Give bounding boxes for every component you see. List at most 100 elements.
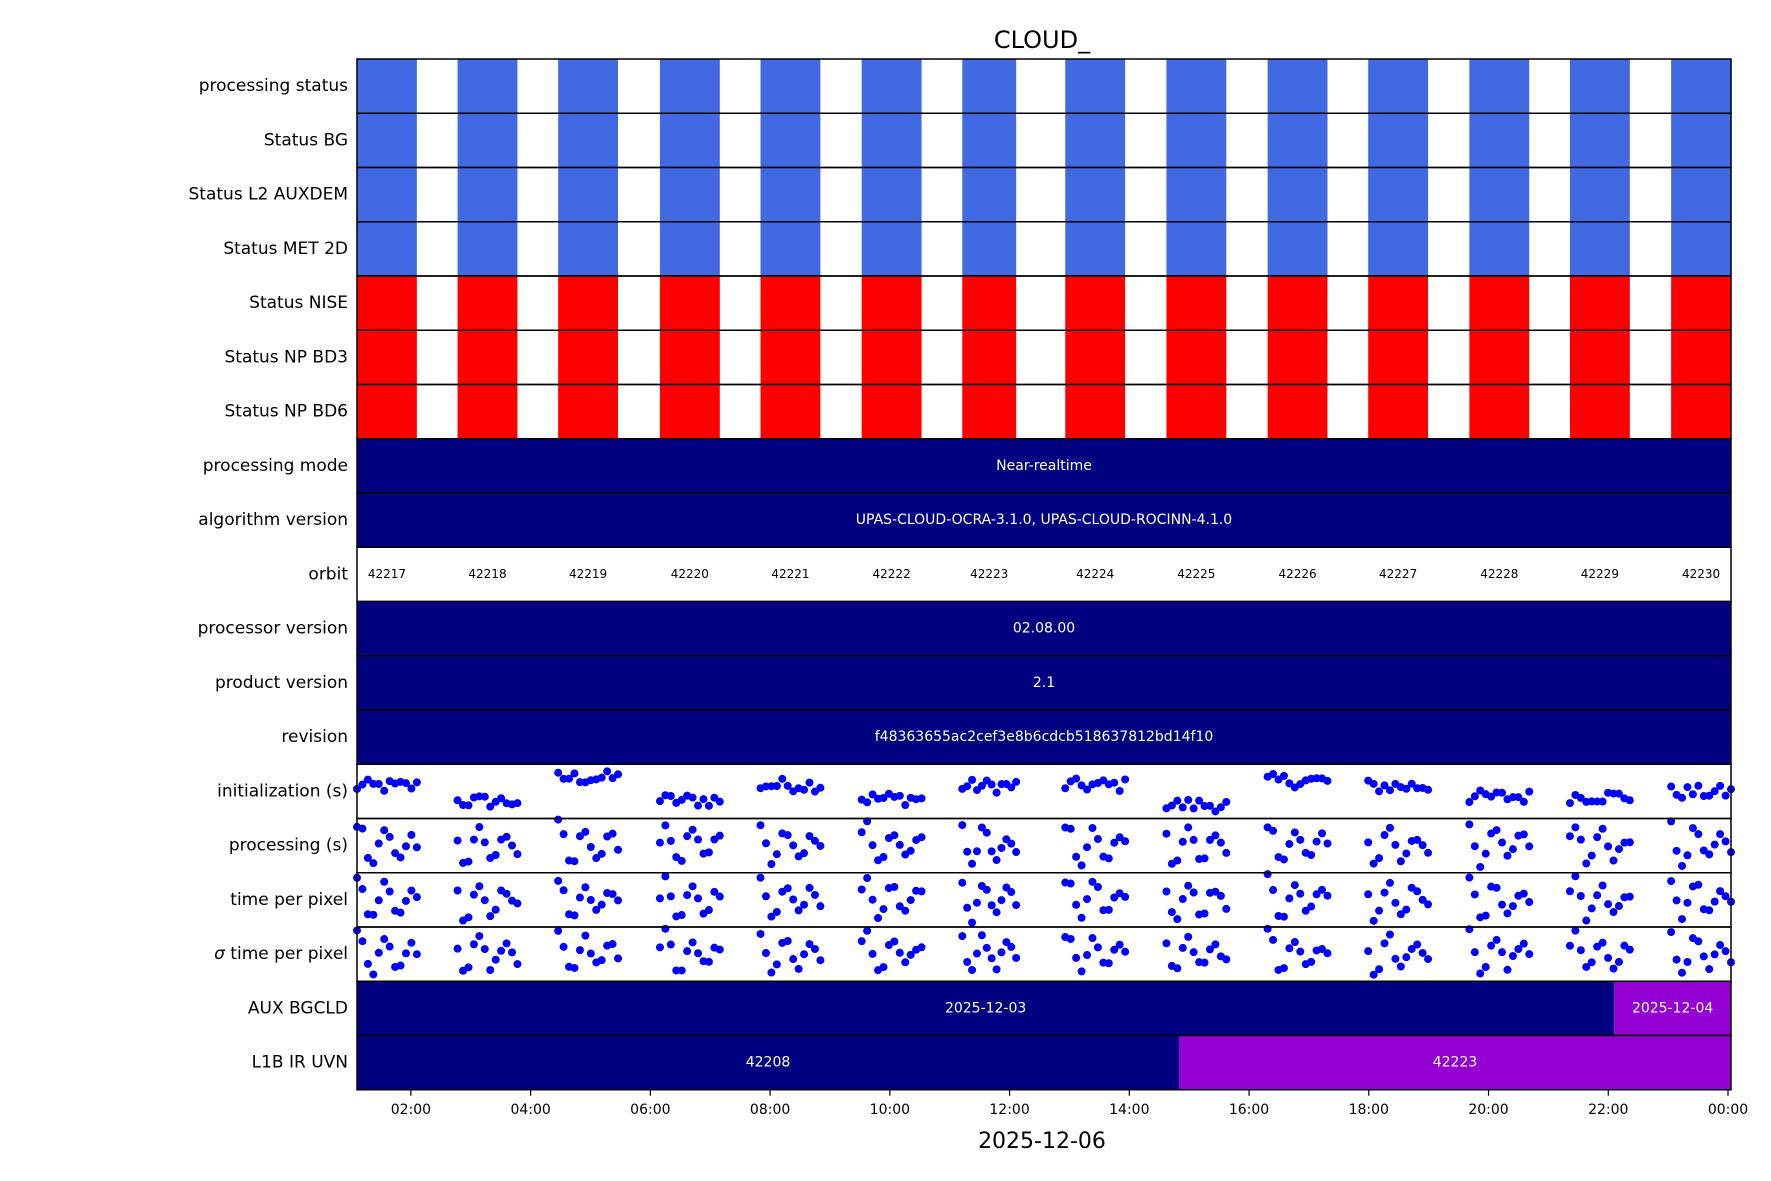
- data-point: [391, 849, 400, 858]
- data-point: [715, 945, 724, 954]
- data-point: [1498, 838, 1507, 847]
- data-point: [1710, 840, 1719, 849]
- data-point: [800, 849, 809, 858]
- data-point: [805, 832, 814, 841]
- data-point: [1503, 851, 1512, 860]
- x-tick-label: 20:00: [1468, 1102, 1508, 1118]
- data-point: [1093, 882, 1102, 891]
- data-point: [1093, 943, 1102, 952]
- data-point: [486, 912, 495, 921]
- data-point: [1407, 779, 1416, 788]
- data-point: [1012, 953, 1021, 962]
- row-label-status-bg: Status BG: [264, 130, 348, 150]
- x-tick-label: 06:00: [630, 1102, 670, 1118]
- data-point: [1290, 938, 1299, 947]
- data-point: [453, 796, 462, 805]
- data-point: [374, 839, 383, 848]
- data-point: [1077, 861, 1086, 870]
- data-point: [407, 938, 416, 947]
- status-bar-42219: [558, 384, 619, 439]
- data-point: [1385, 786, 1394, 795]
- x-tick-label: 18:00: [1349, 1102, 1389, 1118]
- data-point: [1364, 890, 1373, 899]
- x-tick-label: 04:00: [510, 1102, 550, 1118]
- row-label-rest: time per pixel: [225, 944, 348, 964]
- data-point: [1007, 942, 1016, 951]
- data-point: [800, 900, 809, 909]
- data-point: [1391, 898, 1400, 907]
- data-point: [1576, 946, 1585, 955]
- data-point: [1061, 784, 1070, 793]
- row-label-revision: revision: [281, 727, 348, 747]
- data-point: [586, 949, 595, 958]
- data-point: [1077, 967, 1086, 976]
- data-point: [977, 823, 986, 832]
- data-point: [1318, 945, 1327, 954]
- segment-bar: [1179, 1035, 1731, 1090]
- data-point: [1269, 886, 1278, 895]
- data-point: [756, 873, 765, 882]
- data-point: [1614, 845, 1623, 854]
- data-point: [767, 968, 776, 977]
- status-bar-42219: [558, 59, 619, 114]
- data-point: [987, 901, 996, 910]
- data-point: [677, 966, 686, 975]
- data-point: [1167, 908, 1176, 917]
- data-point: [1424, 785, 1433, 794]
- data-point: [1465, 873, 1474, 882]
- data-point: [614, 770, 623, 779]
- data-point: [1104, 854, 1113, 863]
- data-point: [778, 774, 787, 783]
- data-point: [963, 957, 972, 966]
- data-point: [401, 949, 410, 958]
- data-point: [1216, 838, 1225, 847]
- data-point: [1492, 883, 1501, 892]
- data-point: [475, 932, 484, 941]
- data-point: [486, 802, 495, 811]
- data-point: [1222, 955, 1231, 964]
- status-bar-42221: [760, 167, 821, 222]
- status-bar-42225: [1166, 167, 1227, 222]
- data-point: [401, 779, 410, 788]
- data-point: [1525, 950, 1534, 959]
- x-tick-label: 14:00: [1109, 1102, 1149, 1118]
- data-point: [805, 883, 814, 892]
- status-bar-42230: [1671, 330, 1731, 385]
- status-bar-42221: [760, 276, 821, 331]
- data-point: [1508, 952, 1517, 961]
- data-point: [1503, 965, 1512, 974]
- x-tick-label: 00:00: [1708, 1102, 1748, 1118]
- status-bar-42217: [357, 276, 417, 331]
- orbit-label: 42228: [1480, 567, 1518, 581]
- data-point: [1571, 926, 1580, 935]
- data-point: [1323, 776, 1332, 785]
- data-point: [800, 785, 809, 794]
- data-point: [592, 854, 601, 863]
- data-point: [1476, 969, 1485, 978]
- status-bar-42220: [659, 167, 720, 222]
- row-frame: [356, 926, 1732, 982]
- status-bar-42220: [659, 221, 720, 276]
- data-point: [1162, 887, 1171, 896]
- data-point: [992, 908, 1001, 917]
- status-bar-42222: [861, 113, 922, 168]
- data-point: [554, 815, 563, 824]
- data-point: [407, 784, 416, 793]
- segment-bar: [357, 493, 1731, 548]
- data-point: [1110, 778, 1119, 787]
- data-point: [1694, 830, 1703, 839]
- data-point: [1167, 801, 1176, 810]
- data-point: [597, 900, 606, 909]
- x-tick-label: 10:00: [870, 1102, 910, 1118]
- data-point: [677, 911, 686, 920]
- segment-label: 2.1: [1033, 675, 1055, 691]
- status-bar-42225: [1166, 384, 1227, 439]
- data-point: [863, 817, 872, 826]
- row-frame: [356, 817, 1732, 874]
- data-point: [554, 768, 563, 777]
- data-point: [1279, 855, 1288, 864]
- data-point: [502, 889, 511, 898]
- status-bar-42225: [1166, 113, 1227, 168]
- row-label-status-l2-auxdem: Status L2 AUXDEM: [189, 185, 348, 205]
- data-point: [1279, 964, 1288, 973]
